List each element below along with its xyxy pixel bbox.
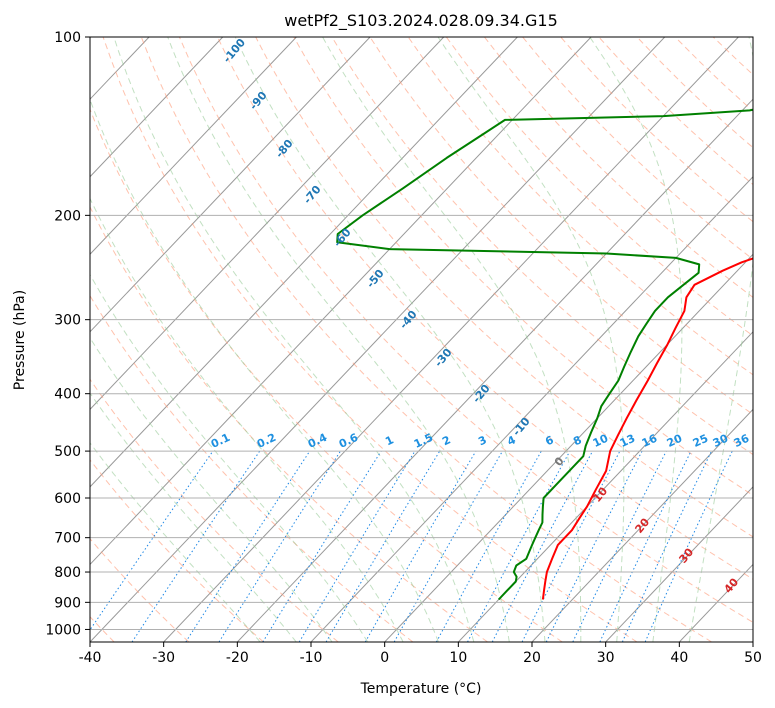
background-lines — [90, 37, 753, 642]
mixing-ratio-label: 13 — [618, 432, 637, 450]
dry-adiabat-line — [90, 537, 190, 642]
x-tick-label: 0 — [380, 650, 389, 666]
x-tick-label: -10 — [300, 650, 323, 666]
isotherm-line — [90, 37, 297, 256]
moist-adiabat-line — [322, 37, 582, 642]
pressure-gridlines — [90, 36, 753, 630]
moist-adiabat-line — [90, 98, 439, 642]
y-tick-label: 300 — [54, 313, 81, 329]
mixing-ratio-line — [435, 450, 542, 642]
mixing-ratio-label: 36 — [732, 432, 752, 450]
mixing-ratio-line — [185, 450, 311, 642]
profile-line-0 — [541, 257, 753, 600]
mixing-ratio-line — [545, 450, 643, 642]
moist-adiabat-line — [234, 37, 546, 642]
mixing-ratio-line — [393, 450, 503, 642]
mixing-ratio-line — [262, 450, 382, 642]
mixing-ratio-label: 10 — [591, 432, 611, 450]
mixing-ratio-line — [467, 450, 571, 642]
mixing-ratio-line — [572, 450, 667, 642]
isotherm-line — [163, 37, 739, 642]
dry-adiabat-line — [90, 205, 488, 642]
x-tick-label: 20 — [523, 650, 541, 666]
moist-adiabat-line — [589, 37, 683, 642]
isotherm-line — [90, 37, 371, 333]
isotherm-line — [90, 37, 445, 411]
mixing-ratio-line — [131, 450, 261, 642]
isotherm-line — [90, 37, 518, 488]
dry-adiabat-line — [90, 459, 264, 642]
mixing-ratio-line — [90, 450, 214, 631]
x-tick-label: 10 — [449, 650, 467, 666]
moist-adiabat-line — [90, 392, 297, 642]
profile-line-1 — [336, 108, 753, 601]
y-tick-label: 500 — [54, 444, 81, 460]
mixing-ratio-line — [218, 450, 341, 642]
y-tick-label: 400 — [54, 387, 81, 403]
y-tick-label: 700 — [54, 531, 81, 547]
mixing-ratio-label: 20 — [665, 432, 685, 450]
isotherm-line — [605, 486, 753, 642]
profile-lines — [336, 108, 753, 601]
moist-adiabat-line — [167, 37, 510, 642]
isotherm-line — [90, 37, 666, 642]
x-tick-label: 50 — [744, 650, 762, 666]
x-tick-label: -20 — [226, 650, 249, 666]
dry-adiabat-line — [178, 37, 753, 623]
dry-adiabat-line — [140, 37, 712, 642]
isotherm-line — [384, 253, 753, 642]
mixing-ratio-line — [644, 450, 733, 642]
mixing-ratio-line — [298, 450, 416, 642]
isotherm-line — [531, 408, 753, 642]
dry-adiabat-line — [293, 37, 753, 496]
dry-adiabat-line — [255, 37, 753, 538]
x-tick-label: -40 — [79, 650, 102, 666]
mixing-ratio-label: 25 — [691, 432, 710, 450]
dry-adiabat-line — [217, 37, 753, 580]
isotherm-line — [90, 37, 592, 566]
x-axis-label: Temperature (°C) — [360, 681, 482, 697]
x-tick-label: -30 — [152, 650, 175, 666]
x-tick-label: 30 — [597, 650, 615, 666]
dry-adiabat-line — [90, 108, 563, 642]
y-tick-label: 900 — [54, 595, 81, 611]
y-axis-label: Pressure (hPa) — [12, 290, 28, 390]
x-axis-ticks: -40 -30 -20 -10 0 10 20 30 40 50 — [79, 642, 762, 666]
isotherm-line — [90, 37, 224, 178]
isotherm-line — [236, 98, 753, 642]
y-axis-ticks: 100 200 300 400 500 600 700 800 900 1000 — [45, 30, 90, 638]
plot-frame — [89, 36, 754, 643]
dry-adiabat-line — [369, 37, 753, 415]
dry-adiabat-line — [102, 37, 638, 642]
moist-adiabat-line — [90, 197, 404, 642]
y-tick-label: 1000 — [45, 622, 81, 638]
isotherm-line — [457, 331, 753, 642]
dry-adiabat-line — [407, 37, 753, 376]
moist-adiabat-line — [90, 273, 369, 642]
y-tick-label: 100 — [54, 30, 81, 46]
y-tick-label: 600 — [54, 491, 81, 507]
moist-adiabat-line — [688, 37, 753, 642]
moist-adiabat-line — [113, 37, 475, 642]
x-tick-label: 40 — [670, 650, 688, 666]
mixing-ratio-label: 30 — [711, 432, 731, 450]
chart-title: wetPf2_S103.2024.028.09.34.G15 — [284, 11, 558, 31]
dry-adiabat-line — [331, 37, 753, 456]
moist-adiabat-line — [90, 336, 333, 642]
y-tick-label: 800 — [54, 565, 81, 581]
dry-adiabat-line — [90, 294, 414, 642]
y-tick-label: 200 — [54, 208, 81, 224]
mixing-ratio-label: 16 — [640, 432, 660, 450]
